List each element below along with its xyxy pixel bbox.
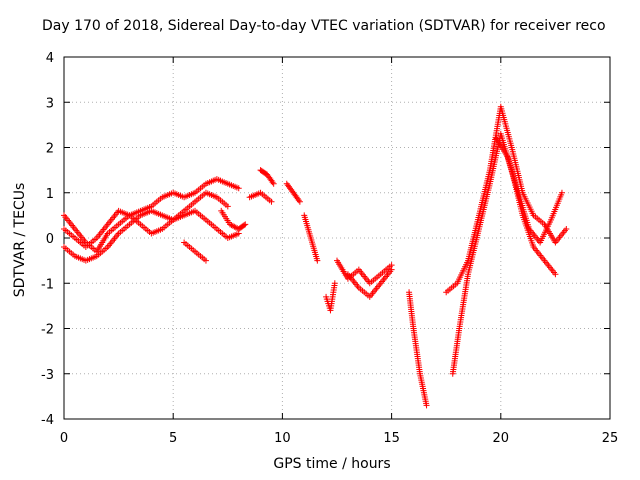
data-point [235, 185, 242, 192]
data-point [558, 189, 565, 196]
y-tick-label: -3 [41, 368, 54, 383]
data-point [202, 257, 209, 264]
data-point [314, 257, 321, 264]
data-point [552, 271, 559, 278]
y-tick-label: -4 [41, 413, 54, 428]
x-tick-label: 5 [169, 431, 177, 446]
data-points [61, 103, 570, 409]
y-tick-label: -2 [41, 323, 54, 338]
y-tick-label: 1 [46, 187, 54, 202]
x-tick-label: 25 [602, 431, 619, 446]
x-axis-label: GPS time / hours [273, 456, 391, 472]
data-point [331, 280, 338, 287]
axis-ticks: 0 5 10 15 20 25 -4 -3 -2 -1 0 1 2 3 4 [41, 51, 618, 446]
x-tick-label: 10 [274, 431, 291, 446]
y-tick-label: 2 [46, 142, 54, 157]
data-point [423, 402, 430, 409]
data-point [388, 266, 395, 273]
data-point [296, 198, 303, 205]
x-tick-label: 0 [60, 431, 68, 446]
grid-lines [64, 57, 610, 419]
data-point [270, 180, 277, 187]
y-tick-label: -1 [41, 277, 54, 292]
y-tick-label: 4 [46, 51, 54, 66]
chart-title: Day 170 of 2018, Sidereal Day-to-day VTE… [42, 18, 606, 34]
data-point [241, 222, 248, 229]
data-point [224, 203, 231, 210]
x-tick-label: 15 [383, 431, 400, 446]
y-tick-label: 0 [46, 232, 54, 247]
data-point [563, 225, 570, 232]
y-tick-label: 3 [46, 96, 54, 111]
data-point [268, 198, 275, 205]
x-tick-label: 20 [493, 431, 510, 446]
data-point [242, 221, 249, 228]
